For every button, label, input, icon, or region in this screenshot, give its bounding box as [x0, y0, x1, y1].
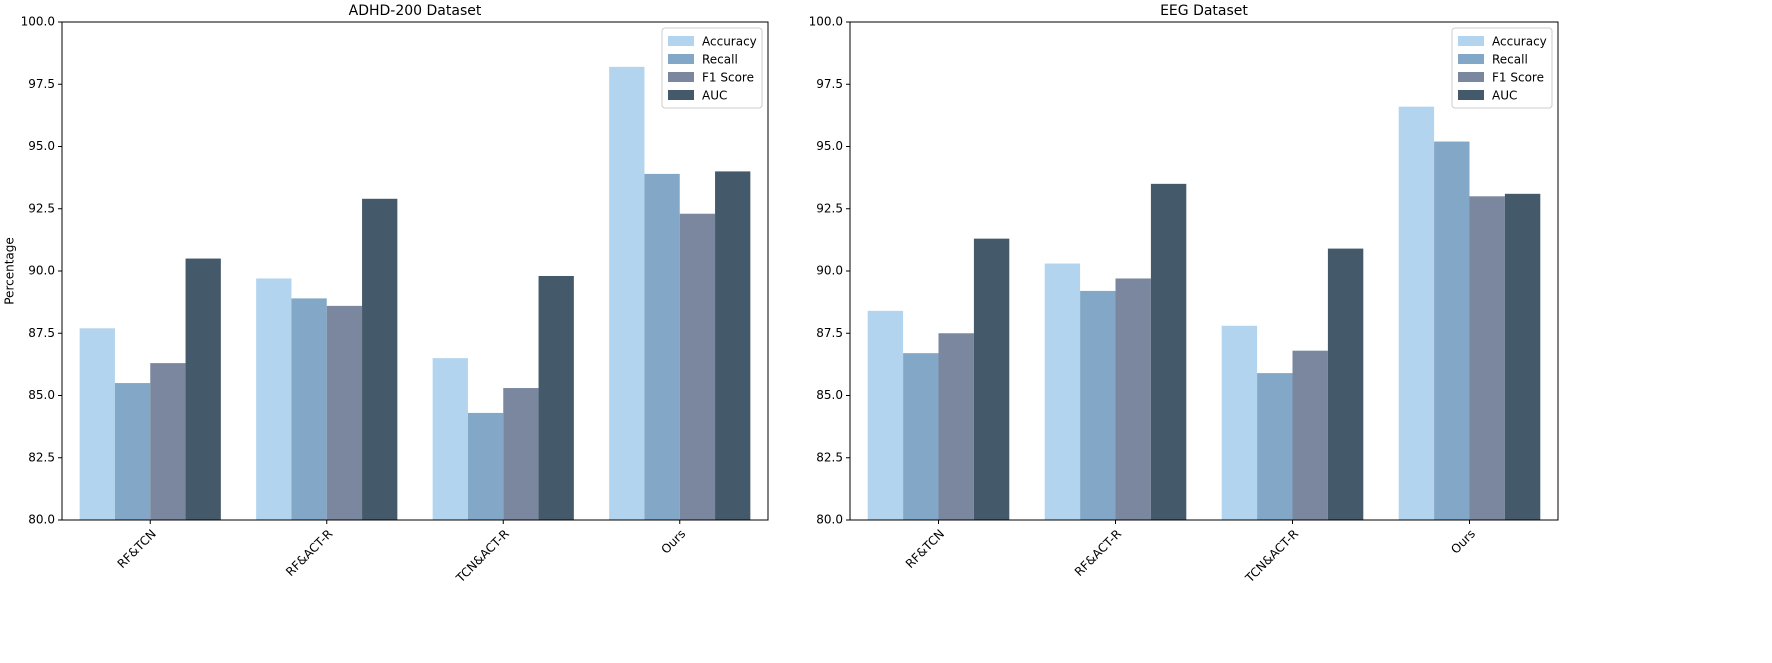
- x-tick-label: Ours: [1448, 527, 1478, 557]
- legend-label: AUC: [1492, 89, 1517, 103]
- bar: [1115, 278, 1151, 520]
- bar: [1257, 373, 1293, 520]
- legend-swatch: [668, 36, 694, 46]
- legend-label: Accuracy: [702, 35, 757, 49]
- y-tick-label: 82.5: [816, 450, 843, 464]
- x-tick-label: Ours: [658, 527, 688, 557]
- x-tick-label: RF&TCN: [115, 527, 159, 571]
- x-tick-label: TCN&ACT-R: [1242, 527, 1301, 586]
- bar: [867, 310, 904, 520]
- bar: [1292, 350, 1328, 520]
- y-tick-label: 95.0: [28, 139, 55, 153]
- bar: [1434, 141, 1470, 520]
- bar: [432, 358, 468, 520]
- plot-frame: [849, 21, 1559, 521]
- bar: [1327, 248, 1364, 520]
- bar: [644, 173, 680, 520]
- bar: [715, 171, 751, 520]
- x-tick-label: RF&TCN: [903, 527, 947, 571]
- y-tick-label: 85.0: [28, 388, 55, 402]
- bar: [538, 275, 574, 520]
- bar: [185, 258, 221, 520]
- legend-swatch: [668, 72, 694, 82]
- bar: [1398, 106, 1435, 520]
- y-tick-label: 97.5: [816, 77, 843, 91]
- bar: [150, 363, 186, 520]
- bar: [679, 213, 716, 521]
- y-tick-label: 85.0: [816, 388, 843, 402]
- bar: [79, 328, 115, 520]
- bar: [1469, 196, 1505, 521]
- y-axis-label: Percentage: [3, 237, 17, 305]
- bar: [467, 412, 504, 520]
- y-tick-label: 80.0: [816, 513, 843, 527]
- y-tick-label: 87.5: [816, 326, 843, 340]
- bar: [362, 198, 398, 521]
- legend-swatch: [1458, 90, 1484, 100]
- bar: [1504, 193, 1541, 520]
- x-tick-label: TCN&ACT-R: [453, 527, 512, 586]
- legend-label: F1 Score: [1492, 71, 1544, 85]
- y-tick-label: 90.0: [816, 264, 843, 278]
- y-tick-label: 92.5: [816, 201, 843, 215]
- bar: [973, 238, 1010, 520]
- bar: [938, 333, 974, 520]
- chart-title: EEG Dataset: [1160, 3, 1248, 19]
- bar: [1080, 290, 1116, 520]
- y-tick-label: 82.5: [28, 450, 55, 464]
- legend-label: AUC: [702, 89, 727, 103]
- bar: [1150, 183, 1187, 520]
- y-tick-label: 92.5: [28, 201, 55, 215]
- y-tick-label: 80.0: [28, 513, 55, 527]
- bar: [903, 353, 939, 520]
- x-tick-label: RF&ACT-R: [1072, 527, 1124, 579]
- legend-box: [1451, 27, 1553, 109]
- y-tick-label: 100.0: [21, 15, 55, 29]
- y-tick-label: 90.0: [28, 264, 55, 278]
- bar: [1221, 325, 1258, 520]
- y-tick-label: 97.5: [28, 77, 55, 91]
- legend-swatch: [668, 90, 694, 100]
- legend-label: Recall: [1492, 53, 1528, 67]
- x-tick-label: RF&ACT-R: [283, 527, 335, 579]
- bar: [609, 66, 645, 520]
- y-tick-label: 87.5: [28, 326, 55, 340]
- chart-title: ADHD-200 Dataset: [349, 3, 482, 19]
- bar: [256, 278, 292, 520]
- bar: [326, 305, 363, 520]
- plot-frame: [61, 21, 769, 521]
- bar: [291, 298, 327, 520]
- legend-label: Accuracy: [1492, 35, 1547, 49]
- legend-swatch: [1458, 36, 1484, 46]
- legend-swatch: [1458, 72, 1484, 82]
- legend-label: Recall: [702, 53, 738, 67]
- bar: [114, 383, 151, 520]
- bar: [1044, 263, 1081, 520]
- y-tick-label: 100.0: [809, 15, 843, 29]
- legend-swatch: [668, 54, 694, 64]
- legend-label: F1 Score: [702, 71, 754, 85]
- legend-box: [661, 27, 763, 109]
- bar: [503, 388, 539, 520]
- legend-swatch: [1458, 54, 1484, 64]
- y-tick-label: 95.0: [816, 139, 843, 153]
